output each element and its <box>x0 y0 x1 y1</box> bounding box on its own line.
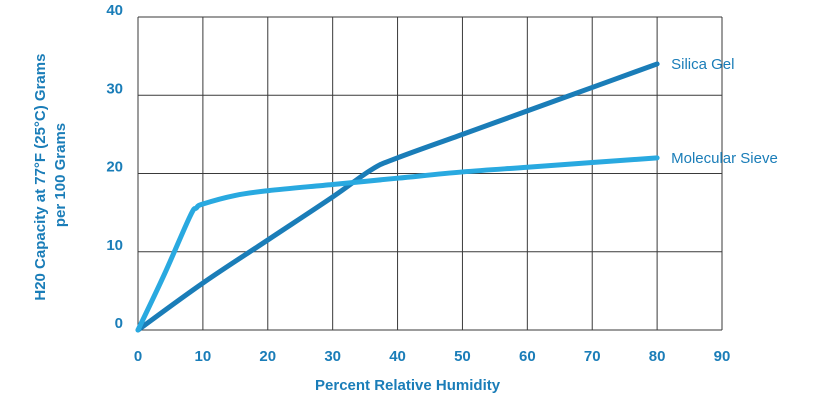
series-line-silica-gel <box>135 61 660 333</box>
series-labels: Silica Gel Molecular Sieve <box>671 56 778 167</box>
x-tick-label: 10 <box>195 348 212 365</box>
y-axis-title-line-2: per 100 Grams <box>52 123 69 227</box>
series-layer <box>135 61 660 333</box>
y-tick-labels: 0 10 20 30 40 <box>106 2 123 332</box>
x-tick-label: 50 <box>454 348 471 365</box>
y-axis-title: H20 Capacity at 77°F (25°C) Grams per 10… <box>32 49 69 300</box>
series-label-molecular-sieve: Molecular Sieve <box>671 150 778 167</box>
x-tick-label: 0 <box>134 348 142 365</box>
x-tick-label: 70 <box>584 348 601 365</box>
x-tick-label: 20 <box>259 348 276 365</box>
y-axis-title-line-1: H20 Capacity at 77°F (25°C) Grams <box>32 54 49 301</box>
x-tick-label: 60 <box>519 348 536 365</box>
series-label-silica-gel: Silica Gel <box>671 56 734 73</box>
x-tick-labels: 0 10 20 30 40 50 60 70 80 90 <box>134 348 731 365</box>
y-tick-label: 10 <box>106 237 123 254</box>
x-tick-label: 80 <box>649 348 666 365</box>
y-tick-label: 0 <box>115 315 123 332</box>
x-axis-title: Percent Relative Humidity <box>315 377 501 394</box>
x-tick-label: 90 <box>714 348 731 365</box>
y-tick-label: 40 <box>106 2 123 19</box>
series-line-molecular-sieve <box>135 155 660 333</box>
x-tick-label: 40 <box>389 348 406 365</box>
y-tick-label: 30 <box>106 80 123 97</box>
x-tick-label: 30 <box>324 348 341 365</box>
y-tick-label: 20 <box>106 159 123 176</box>
